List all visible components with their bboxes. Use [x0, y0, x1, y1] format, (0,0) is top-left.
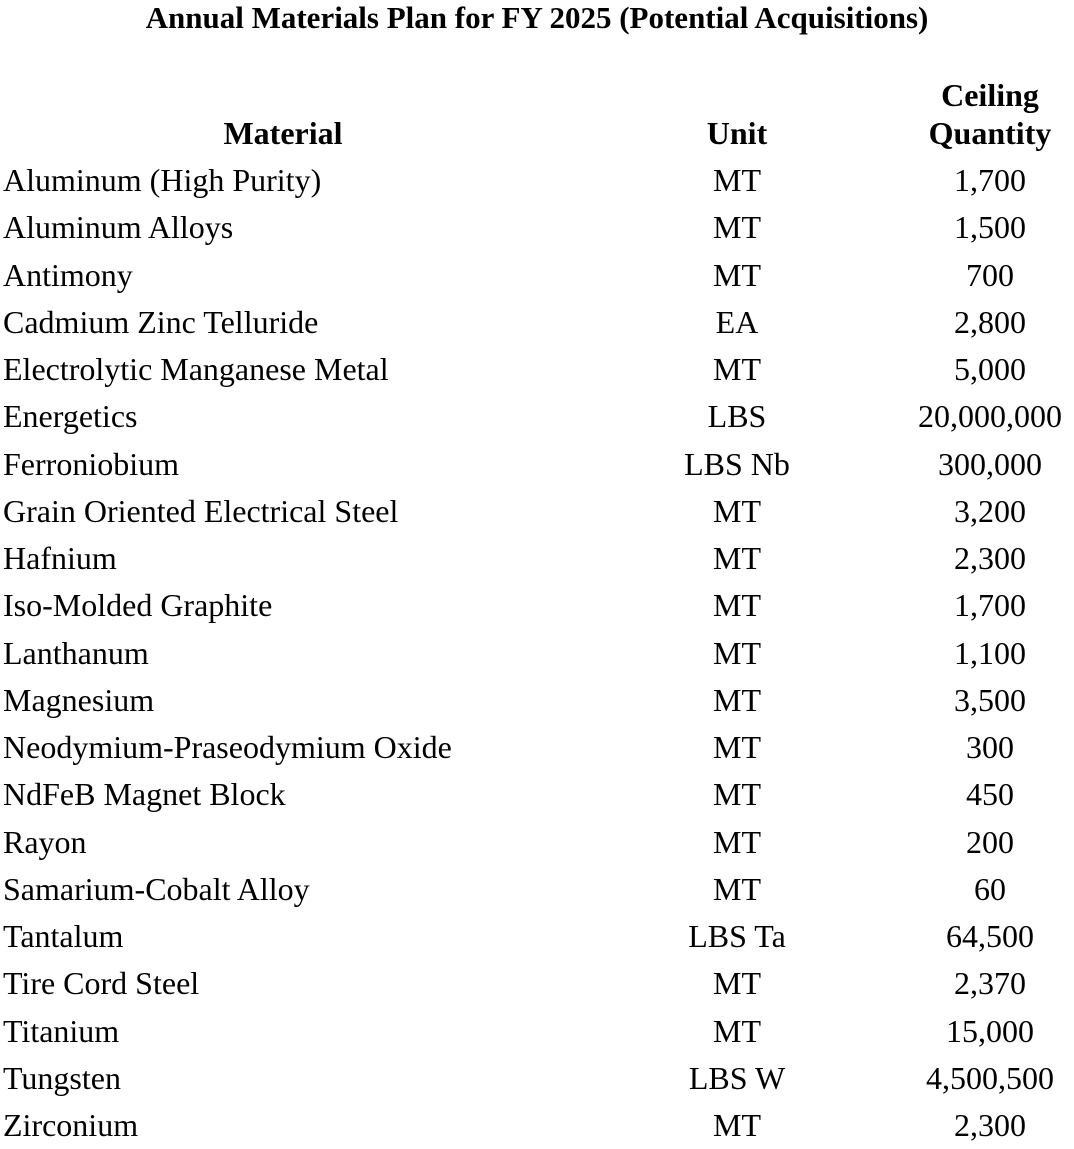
table-row: Antimony MT 700: [0, 252, 1074, 299]
quantity-cell: 1,100: [954, 634, 1026, 671]
table-row: Aluminum Alloys MT 1,500: [0, 204, 1074, 251]
material-cell: Rayon: [3, 823, 87, 860]
material-cell: NdFeB Magnet Block: [3, 776, 286, 813]
unit-cell: MT: [713, 870, 761, 907]
header-ceiling-line2: Quantity: [928, 115, 1052, 151]
quantity-cell: 2,300: [954, 540, 1026, 576]
unit-cell: MT: [713, 540, 761, 576]
unit-cell: MT: [713, 256, 761, 293]
material-cell: Zirconium: [3, 1107, 139, 1143]
quantity-cell: 700: [966, 256, 1014, 293]
unit-cell: MT: [713, 209, 761, 246]
table-row: Grain Oriented Electrical Steel MT 3,200: [0, 488, 1074, 535]
table-row: Ferroniobium LBS Nb 300,000: [0, 441, 1074, 488]
material-cell: Aluminum (High Purity): [3, 162, 322, 198]
material-cell: Electrolytic Manganese Metal: [3, 351, 389, 387]
material-cell: Neodymium-Praseodymium Oxide: [3, 729, 452, 765]
unit-cell: MT: [713, 634, 761, 671]
material-cell: Grain Oriented Electrical Steel: [3, 492, 399, 529]
unit-cell: LBS Nb: [684, 445, 790, 482]
unit-cell: MT: [713, 587, 761, 624]
unit-cell: MT: [713, 823, 761, 860]
table-row: Tantalum LBS Ta 64,500: [0, 913, 1074, 960]
unit-cell: EA: [715, 303, 759, 340]
material-cell: Hafnium: [3, 540, 117, 576]
header-material: Material: [223, 115, 343, 151]
table-row: Iso-Molded Graphite MT 1,700: [0, 582, 1074, 629]
unit-cell: MT: [713, 681, 761, 718]
quantity-cell: 300,000: [938, 445, 1042, 482]
unit-cell: LBS Ta: [688, 918, 786, 954]
material-cell: Titanium: [3, 1012, 120, 1049]
table-row: Hafnium MT 2,300: [0, 535, 1074, 582]
unit-cell: MT: [713, 351, 761, 387]
quantity-cell: 64,500: [946, 918, 1034, 954]
material-cell: Magnesium: [3, 681, 155, 718]
table-row: Magnesium MT 3,500: [0, 677, 1074, 724]
unit-cell: LBS: [707, 398, 767, 435]
table-row: Energetics LBS 20,000,000: [0, 393, 1074, 440]
header-unit: Unit: [706, 115, 768, 151]
unit-cell: MT: [713, 162, 761, 198]
material-cell: Tire Cord Steel: [3, 965, 200, 1002]
quantity-cell: 15,000: [946, 1012, 1034, 1049]
table-row: Tire Cord Steel MT 2,370: [0, 960, 1074, 1007]
material-cell: Samarium-Cobalt Alloy: [3, 870, 310, 907]
table-row: Lanthanum MT 1,100: [0, 630, 1074, 677]
table-row: Tungsten LBS W 4,500,500: [0, 1055, 1074, 1102]
quantity-cell: 60: [974, 870, 1006, 907]
quantity-cell: 20,000,000: [918, 398, 1062, 435]
unit-cell: MT: [713, 1012, 761, 1049]
unit-cell: MT: [713, 965, 761, 1002]
quantity-cell: 3,200: [954, 492, 1026, 529]
material-cell: Iso-Molded Graphite: [3, 587, 273, 624]
quantity-cell: 300: [966, 729, 1014, 765]
unit-cell: MT: [713, 1107, 761, 1143]
material-cell: Cadmium Zinc Telluride: [3, 303, 319, 340]
quantity-cell: 1,500: [954, 209, 1026, 246]
material-cell: Aluminum Alloys: [3, 209, 234, 246]
page-title: Annual Materials Plan for FY 2025 (Poten…: [145, 0, 929, 35]
quantity-cell: 200: [966, 823, 1014, 860]
quantity-cell: 2,800: [954, 303, 1026, 340]
table-row: Rayon MT 200: [0, 819, 1074, 866]
unit-cell: LBS W: [688, 1059, 786, 1096]
quantity-cell: 1,700: [954, 587, 1026, 624]
quantity-cell: 2,300: [954, 1107, 1026, 1143]
material-cell: Tantalum: [3, 918, 124, 954]
table-row: NdFeB Magnet Block MT 450: [0, 771, 1074, 818]
unit-cell: MT: [713, 729, 761, 765]
material-cell: Antimony: [3, 256, 133, 293]
table-row: Zirconium MT 2,300: [0, 1102, 1074, 1149]
quantity-cell: 4,500,500: [926, 1059, 1054, 1096]
unit-cell: MT: [713, 776, 761, 813]
table-row: Samarium-Cobalt Alloy MT 60: [0, 866, 1074, 913]
header-ceiling-line1: Ceiling: [941, 77, 1039, 113]
table-row: Titanium MT 15,000: [0, 1008, 1074, 1055]
quantity-cell: 2,370: [954, 965, 1026, 1002]
material-cell: Lanthanum: [3, 634, 149, 671]
material-cell: Energetics: [3, 398, 138, 435]
unit-cell: MT: [713, 492, 761, 529]
header-ceiling-quantity: Ceiling Quantity: [890, 76, 1074, 152]
quantity-cell: 1,700: [954, 162, 1026, 198]
table-row: Cadmium Zinc Telluride EA 2,800: [0, 299, 1074, 346]
table-row: Neodymium-Praseodymium Oxide MT 300: [0, 724, 1074, 771]
material-cell: Ferroniobium: [3, 445, 179, 482]
material-cell: Tungsten: [3, 1059, 121, 1096]
quantity-cell: 5,000: [954, 351, 1026, 387]
table-row: Electrolytic Manganese Metal MT 5,000: [0, 346, 1074, 393]
table-row: Aluminum (High Purity) MT 1,700: [0, 157, 1074, 204]
quantity-cell: 3,500: [954, 681, 1026, 718]
quantity-cell: 450: [966, 776, 1014, 813]
